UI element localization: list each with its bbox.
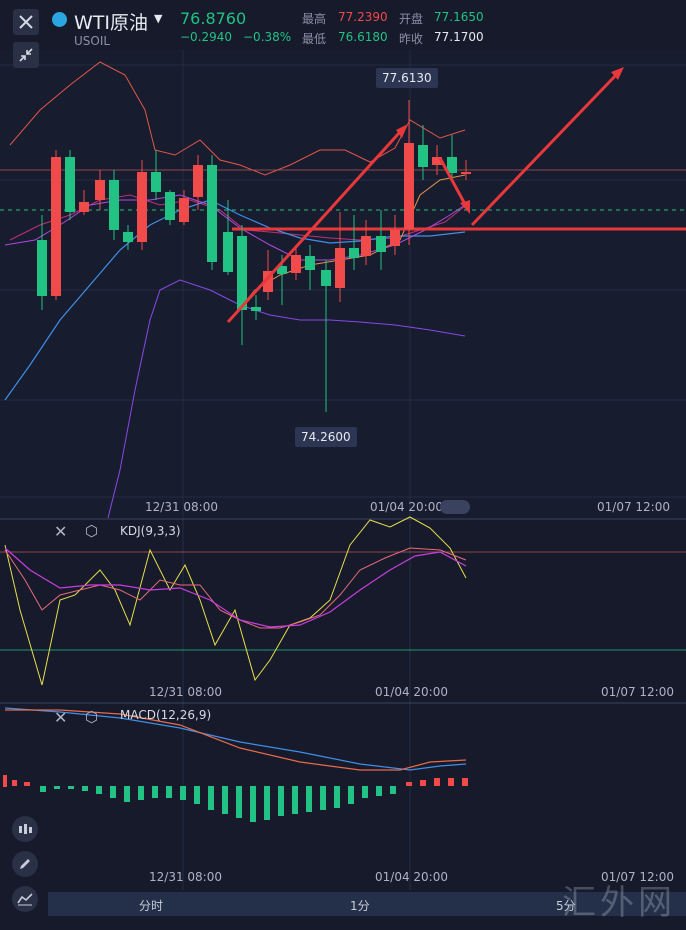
prev-close-label: 昨收: [399, 32, 424, 46]
low-label: 最低: [302, 32, 327, 46]
pencil-icon: [20, 859, 30, 869]
timeframe-tab[interactable]: 1分: [350, 899, 370, 913]
low-value: 76.6180: [338, 30, 388, 44]
macd-histogram: [3, 775, 468, 822]
collapse-button[interactable]: [13, 42, 39, 68]
chevron-down-icon[interactable]: ▼: [154, 12, 163, 25]
x-tick: 01/07 12:00: [601, 870, 674, 884]
kdj-label: KDJ(9,3,3): [120, 524, 181, 538]
price-change-pct: −0.38%: [243, 30, 292, 44]
price-change: −0.2940: [180, 30, 233, 44]
candlestick-icon: [19, 824, 32, 834]
timeframe-bar: [48, 892, 686, 916]
x-tick: 12/31 08:00: [149, 870, 222, 884]
high-label: 最高: [302, 12, 327, 26]
candle-type-button[interactable]: [12, 816, 38, 842]
macd-label: MACD(12,26,9): [120, 708, 212, 722]
header-bar: [0, 0, 686, 50]
kdj-j-line: [4, 516, 467, 686]
boll-upper: [9, 61, 466, 176]
symbol-code: USOIL: [74, 34, 111, 48]
macd-settings-icon[interactable]: ⬡: [85, 708, 99, 726]
timeframe-tab[interactable]: 分时: [139, 899, 164, 913]
symbol-name[interactable]: WTI原油: [74, 12, 148, 34]
high-value: 77.2390: [338, 10, 388, 24]
macd-panel-bg: [0, 702, 686, 890]
macd-close-icon[interactable]: ✕: [54, 708, 68, 727]
kdj-k-line: [4, 547, 467, 629]
x-tick: 12/31 08:00: [145, 500, 218, 514]
macd-dif-line: [4, 707, 467, 771]
open-value: 77.1650: [434, 10, 484, 24]
low-callout: 74.2600: [295, 427, 357, 447]
x-tick: 12/31 08:00: [149, 685, 222, 699]
high-callout: 77.6130: [376, 68, 438, 88]
indicator-icon: [17, 893, 33, 906]
x-tick: 01/07 12:00: [601, 685, 674, 699]
last-price: 76.8760: [180, 9, 247, 28]
shrink-arrows-icon: [19, 48, 33, 62]
indicator-button[interactable]: [12, 886, 38, 912]
kdj-panel-bg: [0, 520, 686, 702]
timeframe-tab[interactable]: 5分: [556, 899, 576, 913]
symbol-icon: [52, 12, 67, 27]
x-tick: 01/04 20:00: [370, 500, 443, 514]
x-tick: 01/07 12:00: [597, 500, 670, 514]
draw-button[interactable]: [12, 851, 38, 877]
kdj-d-line: [4, 547, 467, 628]
open-label: 开盘: [399, 12, 424, 26]
watermark: 汇外网: [562, 883, 676, 923]
macd-dea-line: [5, 709, 467, 771]
x-tick: 01/04 20:00: [375, 870, 448, 884]
close-button[interactable]: [13, 9, 39, 35]
candles: [37, 100, 471, 412]
x-tick: 01/04 20:00: [375, 685, 448, 699]
kdj-settings-icon[interactable]: ⬡: [85, 522, 99, 540]
close-icon: [19, 15, 33, 29]
kdj-close-icon[interactable]: ✕: [54, 522, 68, 541]
trend-arrows: [226, 67, 624, 324]
scroll-dots[interactable]: [440, 500, 470, 514]
prev-close-value: 77.1700: [434, 30, 484, 44]
